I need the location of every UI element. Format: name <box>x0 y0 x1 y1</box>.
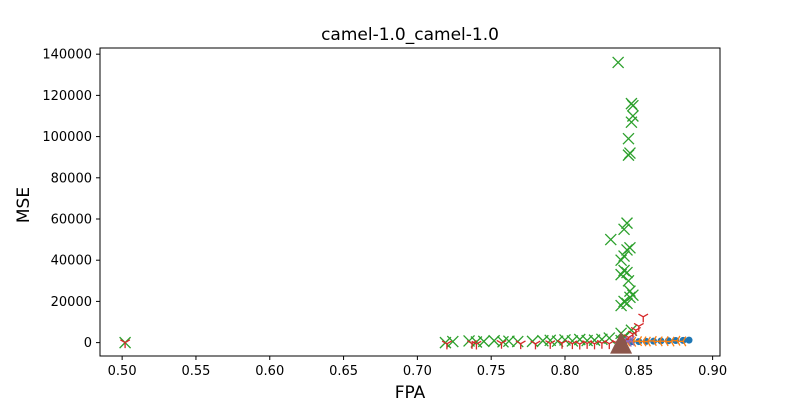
x-point <box>446 335 459 348</box>
x-tick-label: 0.60 <box>255 364 284 379</box>
x-point <box>621 217 633 230</box>
x-point <box>625 97 638 110</box>
x-point <box>502 335 515 348</box>
tri-down-point <box>567 340 578 350</box>
tri-down-point <box>633 322 644 332</box>
tri-down-point <box>638 313 649 323</box>
x-axis: 0.50 0.55 0.60 0.65 0.70 0.75 0.80 0.85 0.90 <box>108 356 727 379</box>
plot-background <box>100 48 720 356</box>
y-tick-label: 120000 <box>42 89 92 104</box>
x-point <box>623 291 636 304</box>
y-tick-label: 0 <box>84 336 92 351</box>
x-tick-label: 0.90 <box>698 364 727 379</box>
y-tick-label: 100000 <box>42 130 92 145</box>
circle-point <box>685 336 693 344</box>
markers-layer <box>119 56 693 354</box>
tri-down-point <box>441 340 453 350</box>
y-tick-label: 60000 <box>51 212 92 227</box>
x-axis-title: FPA <box>395 383 426 400</box>
x-point <box>604 233 617 246</box>
x-tick-label: 0.50 <box>108 364 137 379</box>
tri-down-point <box>515 340 526 350</box>
tri-down-point <box>530 340 541 350</box>
x-point <box>623 241 636 254</box>
y-tick-label: 80000 <box>51 171 92 186</box>
x-point <box>625 324 638 337</box>
tri-down-point <box>596 339 608 349</box>
x-point <box>618 250 631 263</box>
x-point <box>559 333 571 346</box>
x-tick-label: 0.65 <box>329 364 358 379</box>
x-point <box>623 147 636 160</box>
x-point <box>463 335 476 347</box>
x-point <box>622 132 635 145</box>
y-axis-title: MSE <box>14 187 34 223</box>
x-point <box>566 335 579 347</box>
x-point <box>573 333 586 346</box>
x-tick-label: 0.85 <box>624 364 653 379</box>
y-tick-label: 140000 <box>42 48 92 63</box>
x-point <box>626 110 639 122</box>
x-point <box>618 223 631 236</box>
x-tick-label: 0.80 <box>551 364 580 379</box>
tri-down-point <box>496 339 507 349</box>
x-tick-label: 0.75 <box>477 364 506 379</box>
x-point <box>526 335 539 348</box>
tri-down-point <box>582 340 593 349</box>
y-tick-label: 20000 <box>51 295 92 310</box>
triangle-point <box>610 331 633 354</box>
tri-down-point <box>466 340 478 349</box>
tri-left-point <box>625 335 635 346</box>
x-point <box>595 333 608 346</box>
x-tick-label: 0.55 <box>181 364 210 379</box>
tri-down-point <box>471 340 482 350</box>
y-tick-label: 40000 <box>51 254 92 269</box>
plot-frame <box>99 47 721 357</box>
tri-left-point <box>677 336 687 347</box>
x-tick-label: 0.70 <box>403 364 432 379</box>
x-point <box>615 268 628 281</box>
chart-title: camel-1.0_camel-1.0 <box>321 25 499 45</box>
tri-down-point <box>545 340 556 349</box>
x-point <box>477 335 490 348</box>
tri-down-point <box>119 339 131 349</box>
tri-down-point <box>556 339 568 349</box>
y-axis: 0 20000 40000 60000 80000 100000 120000 140000 <box>42 48 100 351</box>
x-point <box>622 274 635 287</box>
x-point <box>612 56 625 69</box>
